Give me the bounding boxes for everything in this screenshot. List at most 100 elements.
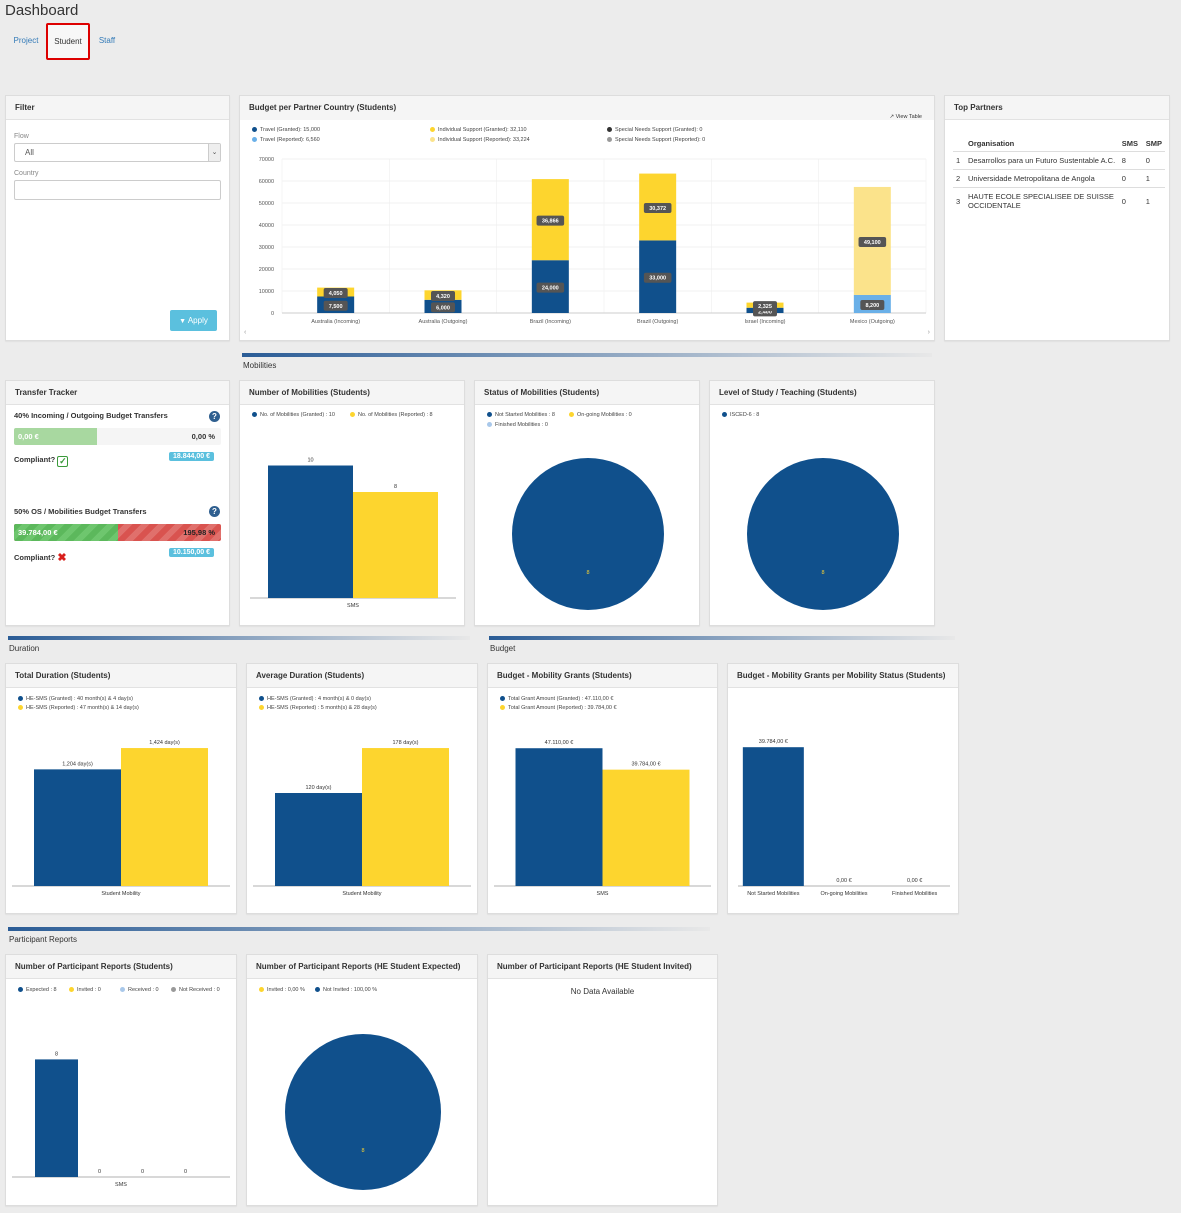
scroll-left-icon[interactable]: ‹ xyxy=(244,329,247,336)
view-table-link[interactable]: ↗ View Table xyxy=(889,114,922,120)
legend-item[interactable]: On-going Mobilities : 0 xyxy=(569,412,632,418)
legend-item[interactable]: HE-SMS (Granted) : 4 month(s) & 0 day(s) xyxy=(259,696,371,702)
legend-item[interactable]: Special Needs Support (Granted): 0 xyxy=(607,127,702,133)
legend-item[interactable]: Special Needs Support (Reported): 0 xyxy=(607,137,705,143)
legend-text: Total Grant Amount (Reported) : 39.784,0… xyxy=(508,705,617,711)
data-label-bg xyxy=(431,302,455,313)
legend-item[interactable]: ISCED-6 : 8 xyxy=(722,412,759,418)
transfer-1-amount: 0,00 € xyxy=(18,432,39,441)
data-label-bg xyxy=(643,272,672,283)
y-tick-label: 0 xyxy=(271,311,274,317)
legend-item[interactable]: Travel (Reported): 6,560 xyxy=(252,137,320,143)
legend-dot xyxy=(171,987,176,992)
x-tick-label: Brazil (Incoming) xyxy=(530,319,571,325)
horizontal-scrollbar[interactable]: ‹ › xyxy=(244,329,930,338)
legend-dot xyxy=(259,696,264,701)
legend-text: HE-SMS (Granted) : 4 month(s) & 0 day(s) xyxy=(267,696,371,702)
y-tick-label: 20000 xyxy=(259,267,274,273)
legend-item[interactable]: Not Invited : 100,00 % xyxy=(315,987,377,993)
bar xyxy=(121,748,208,886)
page-title: Dashboard xyxy=(5,2,79,19)
legend-dot xyxy=(259,705,264,710)
legend-item[interactable]: Travel (Granted): 15,000 xyxy=(252,127,320,133)
y-tick-label: 40000 xyxy=(259,223,274,229)
data-label: 0,00 € xyxy=(836,878,851,884)
x-tick-label: On-going Mobilities xyxy=(820,891,867,897)
legend-dot xyxy=(18,987,23,992)
legend-dot xyxy=(120,987,125,992)
legend-item[interactable]: Invited : 0,00 % xyxy=(259,987,305,993)
transfer-2-badge: 10.150,00 € xyxy=(169,548,214,557)
legend-dot xyxy=(487,412,492,417)
flow-select[interactable]: All ⌄ xyxy=(14,143,221,162)
table-row[interactable]: 2 Universidade Metropolitana de Angola 0… xyxy=(953,169,1165,188)
legend-item[interactable]: Total Grant Amount (Reported) : 39.784,0… xyxy=(500,705,617,711)
legend-dot xyxy=(18,705,23,710)
data-label: 6,000 xyxy=(436,305,450,311)
legend-item[interactable]: Expected : 8 xyxy=(18,987,57,993)
table-row[interactable]: 1 Desarrollos para un Futuro Sustentable… xyxy=(953,151,1165,170)
pie-value-label: 8 xyxy=(586,570,589,576)
data-label: 4,320 xyxy=(436,294,450,300)
legend-item[interactable]: No. of Mobilities (Reported) : 8 xyxy=(350,412,433,418)
apply-button[interactable]: ▼ Apply xyxy=(170,310,217,331)
data-label-bg xyxy=(860,299,885,310)
status-mobilities-title: Status of Mobilities (Students) xyxy=(475,381,699,405)
legend-item[interactable]: Invited : 0 xyxy=(69,987,101,993)
legend-item[interactable]: Individual Support (Granted): 32,110 xyxy=(430,127,527,133)
data-label: 49,100 xyxy=(864,240,881,246)
legend-text: HE-SMS (Reported) : 5 month(s) & 28 day(… xyxy=(267,705,377,711)
table-row[interactable]: 3 HAUTE ECOLE SPECIALISEE DE SUISSE OCCI… xyxy=(953,187,1165,214)
legend-item[interactable]: Not Received : 0 xyxy=(171,987,220,993)
status-mobilities-panel: Status of Mobilities (Students) 8 Not St… xyxy=(474,380,700,626)
mobility-grants-panel: Budget - Mobility Grants (Students) 47.1… xyxy=(487,663,718,914)
legend-item[interactable]: Finished Mobilities : 0 xyxy=(487,422,548,428)
legend-item[interactable]: Individual Support (Reported): 33,224 xyxy=(430,137,530,143)
bar xyxy=(353,492,438,598)
help-icon[interactable]: ? xyxy=(209,411,220,422)
transfer-1-percent: 0,00 % xyxy=(191,432,215,441)
data-label-bg xyxy=(431,291,455,302)
table-header: SMP xyxy=(1145,139,1162,148)
participant-reports-chart: 8 0 0 0 SMS xyxy=(12,1051,230,1188)
data-label-bg xyxy=(753,301,777,312)
budget-country-chart: 70000 60000 50000 40000 30000 20000 10000 0 7,50… xyxy=(259,157,927,325)
legend-dot xyxy=(607,127,612,132)
total-duration-panel: Total Duration (Students) 1,204 day(s) 1,… xyxy=(5,663,237,914)
legend-item[interactable]: Total Grant Amount (Granted) : 47.110,00… xyxy=(500,696,613,702)
total-duration-title: Total Duration (Students) xyxy=(6,664,236,688)
legend-dot xyxy=(569,412,574,417)
budget-country-title: Budget per Partner Country (Students) xyxy=(240,96,934,120)
x-tick-label: Brazil (Outgoing) xyxy=(637,319,678,325)
participant-reports-title: Number of Participant Reports (Students) xyxy=(6,955,236,979)
help-icon[interactable]: ? xyxy=(209,506,220,517)
legend-item[interactable]: HE-SMS (Granted) : 40 month(s) & 4 day(s… xyxy=(18,696,133,702)
table-header-row: Organisation SMS SMP xyxy=(953,136,1165,152)
legend-text: Invited : 0 xyxy=(77,987,101,993)
tab-project[interactable]: Project xyxy=(13,36,39,45)
flow-label: Flow xyxy=(14,133,29,140)
legend-item[interactable]: Received : 0 xyxy=(120,987,159,993)
data-label-bg xyxy=(536,215,565,226)
legend-item[interactable]: HE-SMS (Reported) : 5 month(s) & 28 day(… xyxy=(259,705,377,711)
tab-student[interactable]: Student xyxy=(46,23,90,60)
participant-reports-panel: Number of Participant Reports (Students)… xyxy=(5,954,237,1206)
smp-cell: 0 xyxy=(1142,151,1165,170)
data-label: 0 xyxy=(184,1169,187,1175)
country-input[interactable] xyxy=(14,180,221,200)
section-divider xyxy=(489,636,955,640)
data-label: 0 xyxy=(141,1169,144,1175)
scroll-right-icon[interactable]: › xyxy=(927,329,930,336)
legend-text: Received : 0 xyxy=(128,987,159,993)
legend-item[interactable]: HE-SMS (Reported) : 47 month(s) & 14 day… xyxy=(18,705,139,711)
section-label-duration: Duration xyxy=(9,644,40,653)
data-label: 24,000 xyxy=(542,286,559,292)
legend-item[interactable]: Not Started Mobilities : 8 xyxy=(487,412,555,418)
tab-staff[interactable]: Staff xyxy=(98,36,116,45)
legend-text: Finished Mobilities : 0 xyxy=(495,422,548,428)
legend-dot xyxy=(487,422,492,427)
legend-dot xyxy=(500,696,505,701)
legend-dot xyxy=(607,137,612,142)
reports-invited-title: Number of Participant Reports (HE Studen… xyxy=(488,955,717,979)
legend-item[interactable]: No. of Mobilities (Granted) : 10 xyxy=(252,412,335,418)
